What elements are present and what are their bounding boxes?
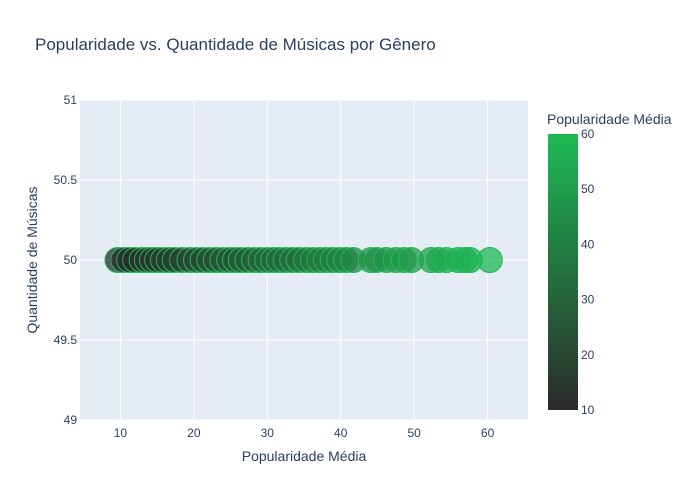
x-axis-title: Popularidade Média	[242, 448, 367, 464]
colorbar-tick-label: 60	[581, 127, 595, 141]
colorbar-title: Popularidade Média	[547, 111, 672, 127]
colorbar-tick-label: 10	[581, 403, 595, 417]
y-tick-label: 50	[64, 253, 78, 267]
colorbar-tick-label: 30	[581, 293, 595, 307]
x-tick-label: 30	[261, 426, 275, 440]
colorbar-tick-labels: 10 20 30 40 50 60	[581, 127, 595, 417]
y-tick-label: 51	[64, 93, 78, 107]
colorbar-tick-label: 40	[581, 237, 595, 251]
x-tick-label: 40	[334, 426, 348, 440]
colorbar	[548, 134, 578, 410]
x-tick-label: 10	[114, 426, 128, 440]
x-tick-label: 20	[187, 426, 201, 440]
x-tick-label: 60	[481, 426, 495, 440]
x-tick-labels: 10 20 30 40 50 60	[114, 426, 495, 440]
data-point[interactable]	[476, 247, 503, 273]
colorbar-tick-label: 20	[581, 348, 595, 362]
colorbar-tick-label: 50	[581, 182, 595, 196]
data-points	[104, 247, 503, 273]
y-tick-labels: 49 49.5 50 50.5 51	[54, 93, 78, 427]
y-axis-title: Quantidade de Músicas	[24, 186, 40, 333]
chart-title: Popularidade vs. Quantidade de Músicas p…	[35, 35, 436, 54]
x-tick-label: 50	[407, 426, 421, 440]
y-tick-label: 50.5	[54, 173, 78, 187]
y-tick-label: 49	[64, 413, 78, 427]
y-tick-label: 49.5	[54, 333, 78, 347]
